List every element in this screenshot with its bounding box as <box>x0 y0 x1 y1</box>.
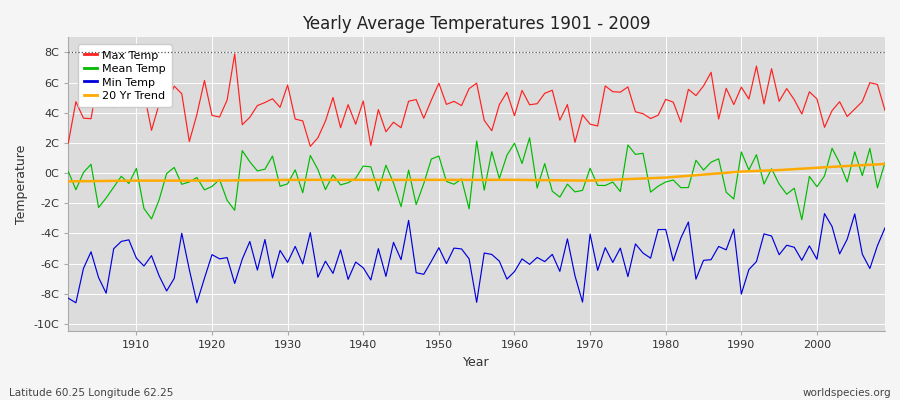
Text: Latitude 60.25 Longitude 62.25: Latitude 60.25 Longitude 62.25 <box>9 388 174 398</box>
Text: worldspecies.org: worldspecies.org <box>803 388 891 398</box>
Title: Yearly Average Temperatures 1901 - 2009: Yearly Average Temperatures 1901 - 2009 <box>302 15 651 33</box>
X-axis label: Year: Year <box>464 356 490 369</box>
Legend: Max Temp, Mean Temp, Min Temp, 20 Yr Trend: Max Temp, Mean Temp, Min Temp, 20 Yr Tre… <box>78 44 172 107</box>
Y-axis label: Temperature: Temperature <box>15 145 28 224</box>
